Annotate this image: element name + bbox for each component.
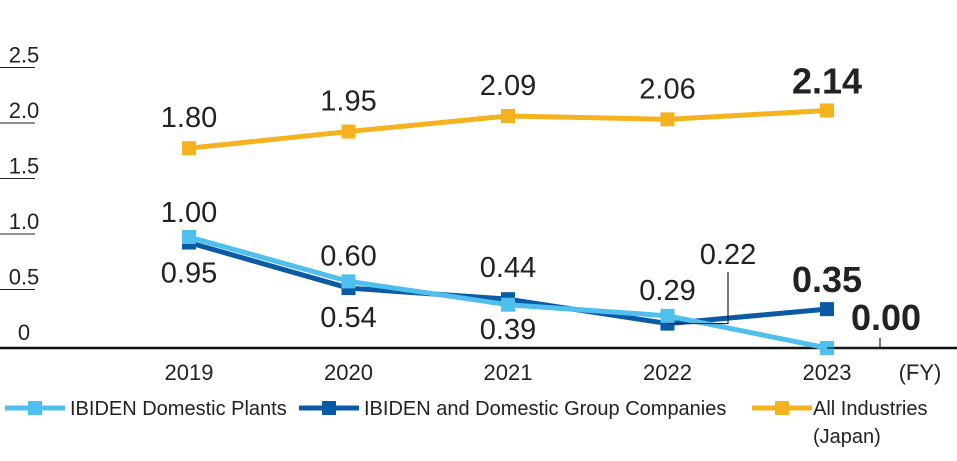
legend-label-ibiden-and-domestic-group: IBIDEN and Domestic Group Companies [364,398,726,420]
data-point-ibiden-domestic-plants [501,297,515,312]
legend-marker-ibiden-and-domestic-group [322,401,336,415]
y-axis: 0 0.5 1.0 1.5 2.0 2.5 [0,43,40,345]
data-point-all-industries [820,103,834,118]
x-axis-ticks: 2019 2020 2021 2022 2023 [165,360,852,385]
leader-line-0-00 [827,338,881,349]
data-label-ibiden-domestic-plants: 0.00 [851,297,921,338]
data-label-all-industries: 2.06 [639,73,695,105]
data-label-ibiden-domestic-plants: 0.60 [320,240,376,272]
data-label-ibiden-and-domestic-group: 0.35 [792,259,862,300]
y-tick-label: 0.5 [9,265,40,290]
x-tick-label: 2020 [324,360,373,385]
y-tick-label: 1.0 [9,209,40,234]
data-point-all-industries [660,112,675,127]
legend-label-line2: (Japan) [813,426,881,448]
legend: IBIDEN Domestic Plants IBIDEN and Domesti… [5,398,928,448]
data-label-ibiden-domestic-plants: 0.39 [480,314,536,346]
x-tick-label: 2019 [165,360,214,385]
data-label-all-industries: 2.14 [792,60,862,101]
data-point-ibiden-domestic-plants [660,308,675,323]
series-lines [182,103,834,355]
data-label-all-industries: 2.09 [480,70,536,102]
x-axis-unit-label: (FY) [899,360,942,385]
legend-label-ibiden-domestic-plants: IBIDEN Domestic Plants [70,398,287,420]
data-point-all-industries [182,141,196,156]
data-point-all-industries [501,109,515,124]
y-tick-label: 2.0 [9,98,40,123]
data-label-ibiden-domestic-plants: 1.00 [161,197,217,229]
data-label-ibiden-domestic-plants: 0.29 [639,275,695,307]
data-label-ibiden-and-domestic-group: 0.22 [700,239,756,271]
x-tick-label: 2023 [803,360,852,385]
data-point-ibiden-domestic-plants [341,274,356,289]
leader-line-0-22 [667,272,729,325]
legend-marker-all-industries [775,401,789,415]
data-point-all-industries [341,124,356,139]
data-label-ibiden-and-domestic-group: 0.44 [480,252,536,284]
data-label-all-industries: 1.80 [161,102,217,134]
data-label-all-industries: 1.95 [320,86,376,118]
data-point-ibiden-domestic-plants [182,230,196,244]
data-point-ibiden-and-domestic-group [820,302,834,317]
y-tick-label: 2.5 [9,43,40,68]
legend-label-all-industries: All Industries [813,398,928,420]
data-label-ibiden-and-domestic-group: 0.54 [320,302,376,334]
legend-marker-ibiden-domestic-plants [28,401,42,415]
data-label-ibiden-and-domestic-group: 0.95 [161,258,217,290]
y-tick-label: 0 [18,320,30,345]
data-labels: 1.80 1.95 2.09 2.06 2.14 1.00 0.60 0.39 0.29 0.00… [161,60,921,349]
x-tick-label: 2021 [484,360,533,385]
x-tick-label: 2022 [643,360,692,385]
y-tick-label: 1.5 [9,154,40,179]
